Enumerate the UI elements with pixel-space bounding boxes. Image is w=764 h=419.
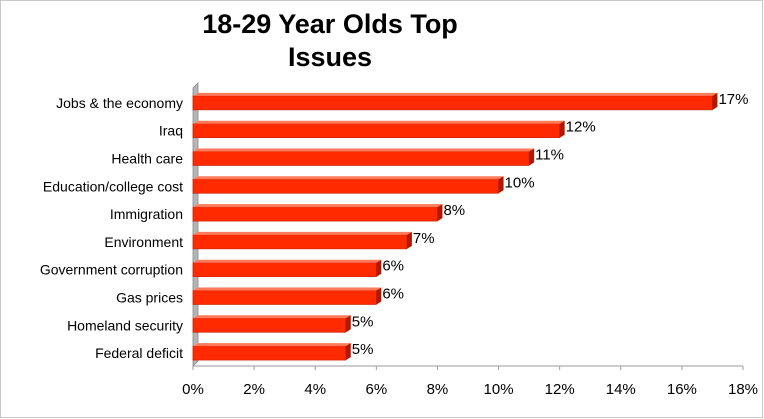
- bar-top: [193, 149, 534, 152]
- x-tick-label: 10%: [484, 381, 514, 398]
- x-tick-label: 8%: [427, 381, 449, 398]
- value-label: 7%: [413, 230, 435, 247]
- bar-top: [193, 315, 351, 318]
- category-label: Health care: [111, 151, 183, 167]
- category-label: Jobs & the economy: [56, 95, 183, 111]
- bar: [193, 96, 712, 110]
- bar: [193, 346, 346, 360]
- bar: [193, 291, 376, 305]
- bar: [193, 179, 499, 193]
- bar: [193, 263, 376, 277]
- value-label: 11%: [535, 147, 564, 164]
- bar-top: [193, 232, 412, 235]
- bar-end: [560, 121, 565, 138]
- bar-top: [193, 121, 565, 124]
- x-tick-label: 16%: [667, 381, 697, 398]
- bar-top: [193, 204, 442, 207]
- value-label: 5%: [352, 313, 374, 330]
- category-label: Iraq: [159, 123, 183, 139]
- bar-end: [499, 176, 504, 193]
- x-tick-label: 4%: [304, 381, 326, 398]
- bar: [193, 207, 437, 221]
- x-tick-label: 18%: [728, 381, 758, 398]
- bar-top: [193, 176, 504, 179]
- bar-top: [193, 343, 351, 346]
- bar: [193, 318, 346, 332]
- bar-end: [712, 93, 717, 110]
- category-label: Immigration: [110, 206, 183, 222]
- bar-top: [193, 260, 381, 263]
- category-label: Environment: [104, 234, 183, 250]
- x-tick-label: 12%: [545, 381, 575, 398]
- value-label: 12%: [566, 119, 596, 136]
- value-label: 6%: [382, 286, 404, 303]
- value-label: 8%: [443, 202, 465, 219]
- x-tick-label: 14%: [606, 381, 636, 398]
- bar: [193, 152, 529, 166]
- category-label: Government corruption: [40, 262, 183, 278]
- bar-top: [193, 288, 381, 291]
- category-label: Gas prices: [116, 290, 183, 306]
- bar-end: [529, 149, 534, 166]
- value-label: 5%: [352, 341, 374, 358]
- category-label: Education/college cost: [43, 178, 183, 194]
- bar: [193, 235, 407, 249]
- x-tick-label: 6%: [365, 381, 387, 398]
- bar-end: [437, 204, 442, 221]
- value-label: 17%: [718, 91, 748, 108]
- bar-end: [407, 232, 412, 249]
- bar: [193, 124, 560, 138]
- bar-top: [193, 93, 717, 96]
- value-label: 10%: [505, 174, 535, 191]
- x-tick-label: 0%: [182, 381, 204, 398]
- category-label: Homeland security: [67, 317, 183, 333]
- category-label: Federal deficit: [95, 345, 183, 361]
- value-label: 6%: [382, 258, 404, 275]
- x-tick-label: 2%: [243, 381, 265, 398]
